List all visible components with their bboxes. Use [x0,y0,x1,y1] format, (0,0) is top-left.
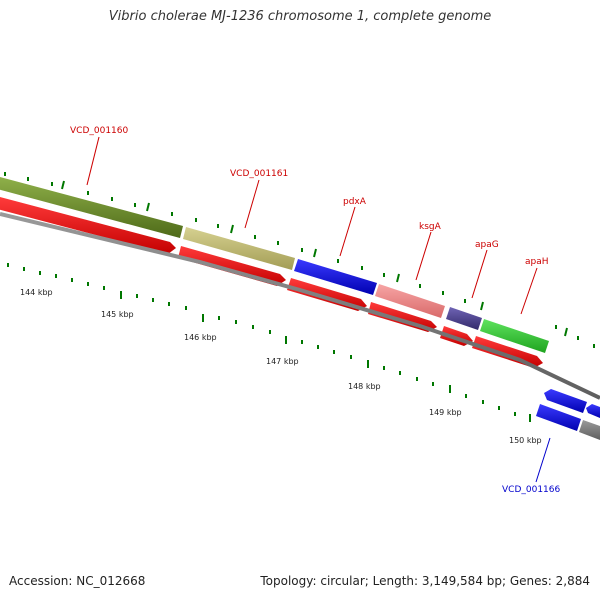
gene-label[interactable]: apaG [475,240,499,250]
orf-arrow[interactable] [178,246,286,286]
orf-arrow[interactable] [0,197,176,254]
reverse-gene-track [536,389,600,440]
gene-label[interactable]: VCD_001161 [230,169,288,179]
gene-label[interactable]: VCD_001160 [70,126,129,136]
forward-gene-track [0,177,549,353]
gene-arrow-reverse[interactable] [586,404,600,418]
map-title: Vibrio cholerae MJ-1236 chromosome 1, co… [108,9,492,24]
tick-labels: 144 kbp 145 kbp 146 kbp 147 kbp 148 kbp … [20,288,542,445]
orf-arrow[interactable] [472,336,543,368]
label-leader-lines [86,136,551,483]
tick-label: 150 kbp [509,436,542,445]
tick-label: 148 kbp [348,382,381,391]
gene-arrow-reverse[interactable] [544,389,587,413]
gene-ksgA[interactable] [375,284,445,318]
accession-label: Accession: NC_012668 [9,574,146,588]
gene-pdxA[interactable] [294,259,377,295]
tick-label: 146 kbp [184,333,217,342]
tick-label: 144 kbp [20,288,53,297]
gene-apaG[interactable] [446,307,482,330]
tick-label: 147 kbp [266,357,299,366]
gene-label[interactable]: VCD_001166 [502,485,561,495]
gene-label[interactable]: ksgA [419,222,442,232]
genome-backbone [0,212,600,400]
inner-tick-marks [7,263,531,422]
gene-label[interactable]: pdxA [343,197,367,207]
gene-VCD_001161[interactable] [183,227,295,270]
gene-label[interactable]: apaH [525,257,549,267]
gene-VCD_001166[interactable] [536,404,581,431]
outer-tick-marks [4,172,595,348]
tick-label: 149 kbp [429,408,462,417]
gene-VCD_001160[interactable] [0,177,183,238]
gene-labels: VCD_001160 VCD_001161 pdxA ksgA apaG apa… [70,126,561,495]
topology-summary: Topology: circular; Length: 3,149,584 bp… [260,574,590,588]
gene-reverse-gray[interactable] [579,420,600,440]
tick-label: 145 kbp [101,310,134,319]
gene-apaH[interactable] [480,319,549,353]
